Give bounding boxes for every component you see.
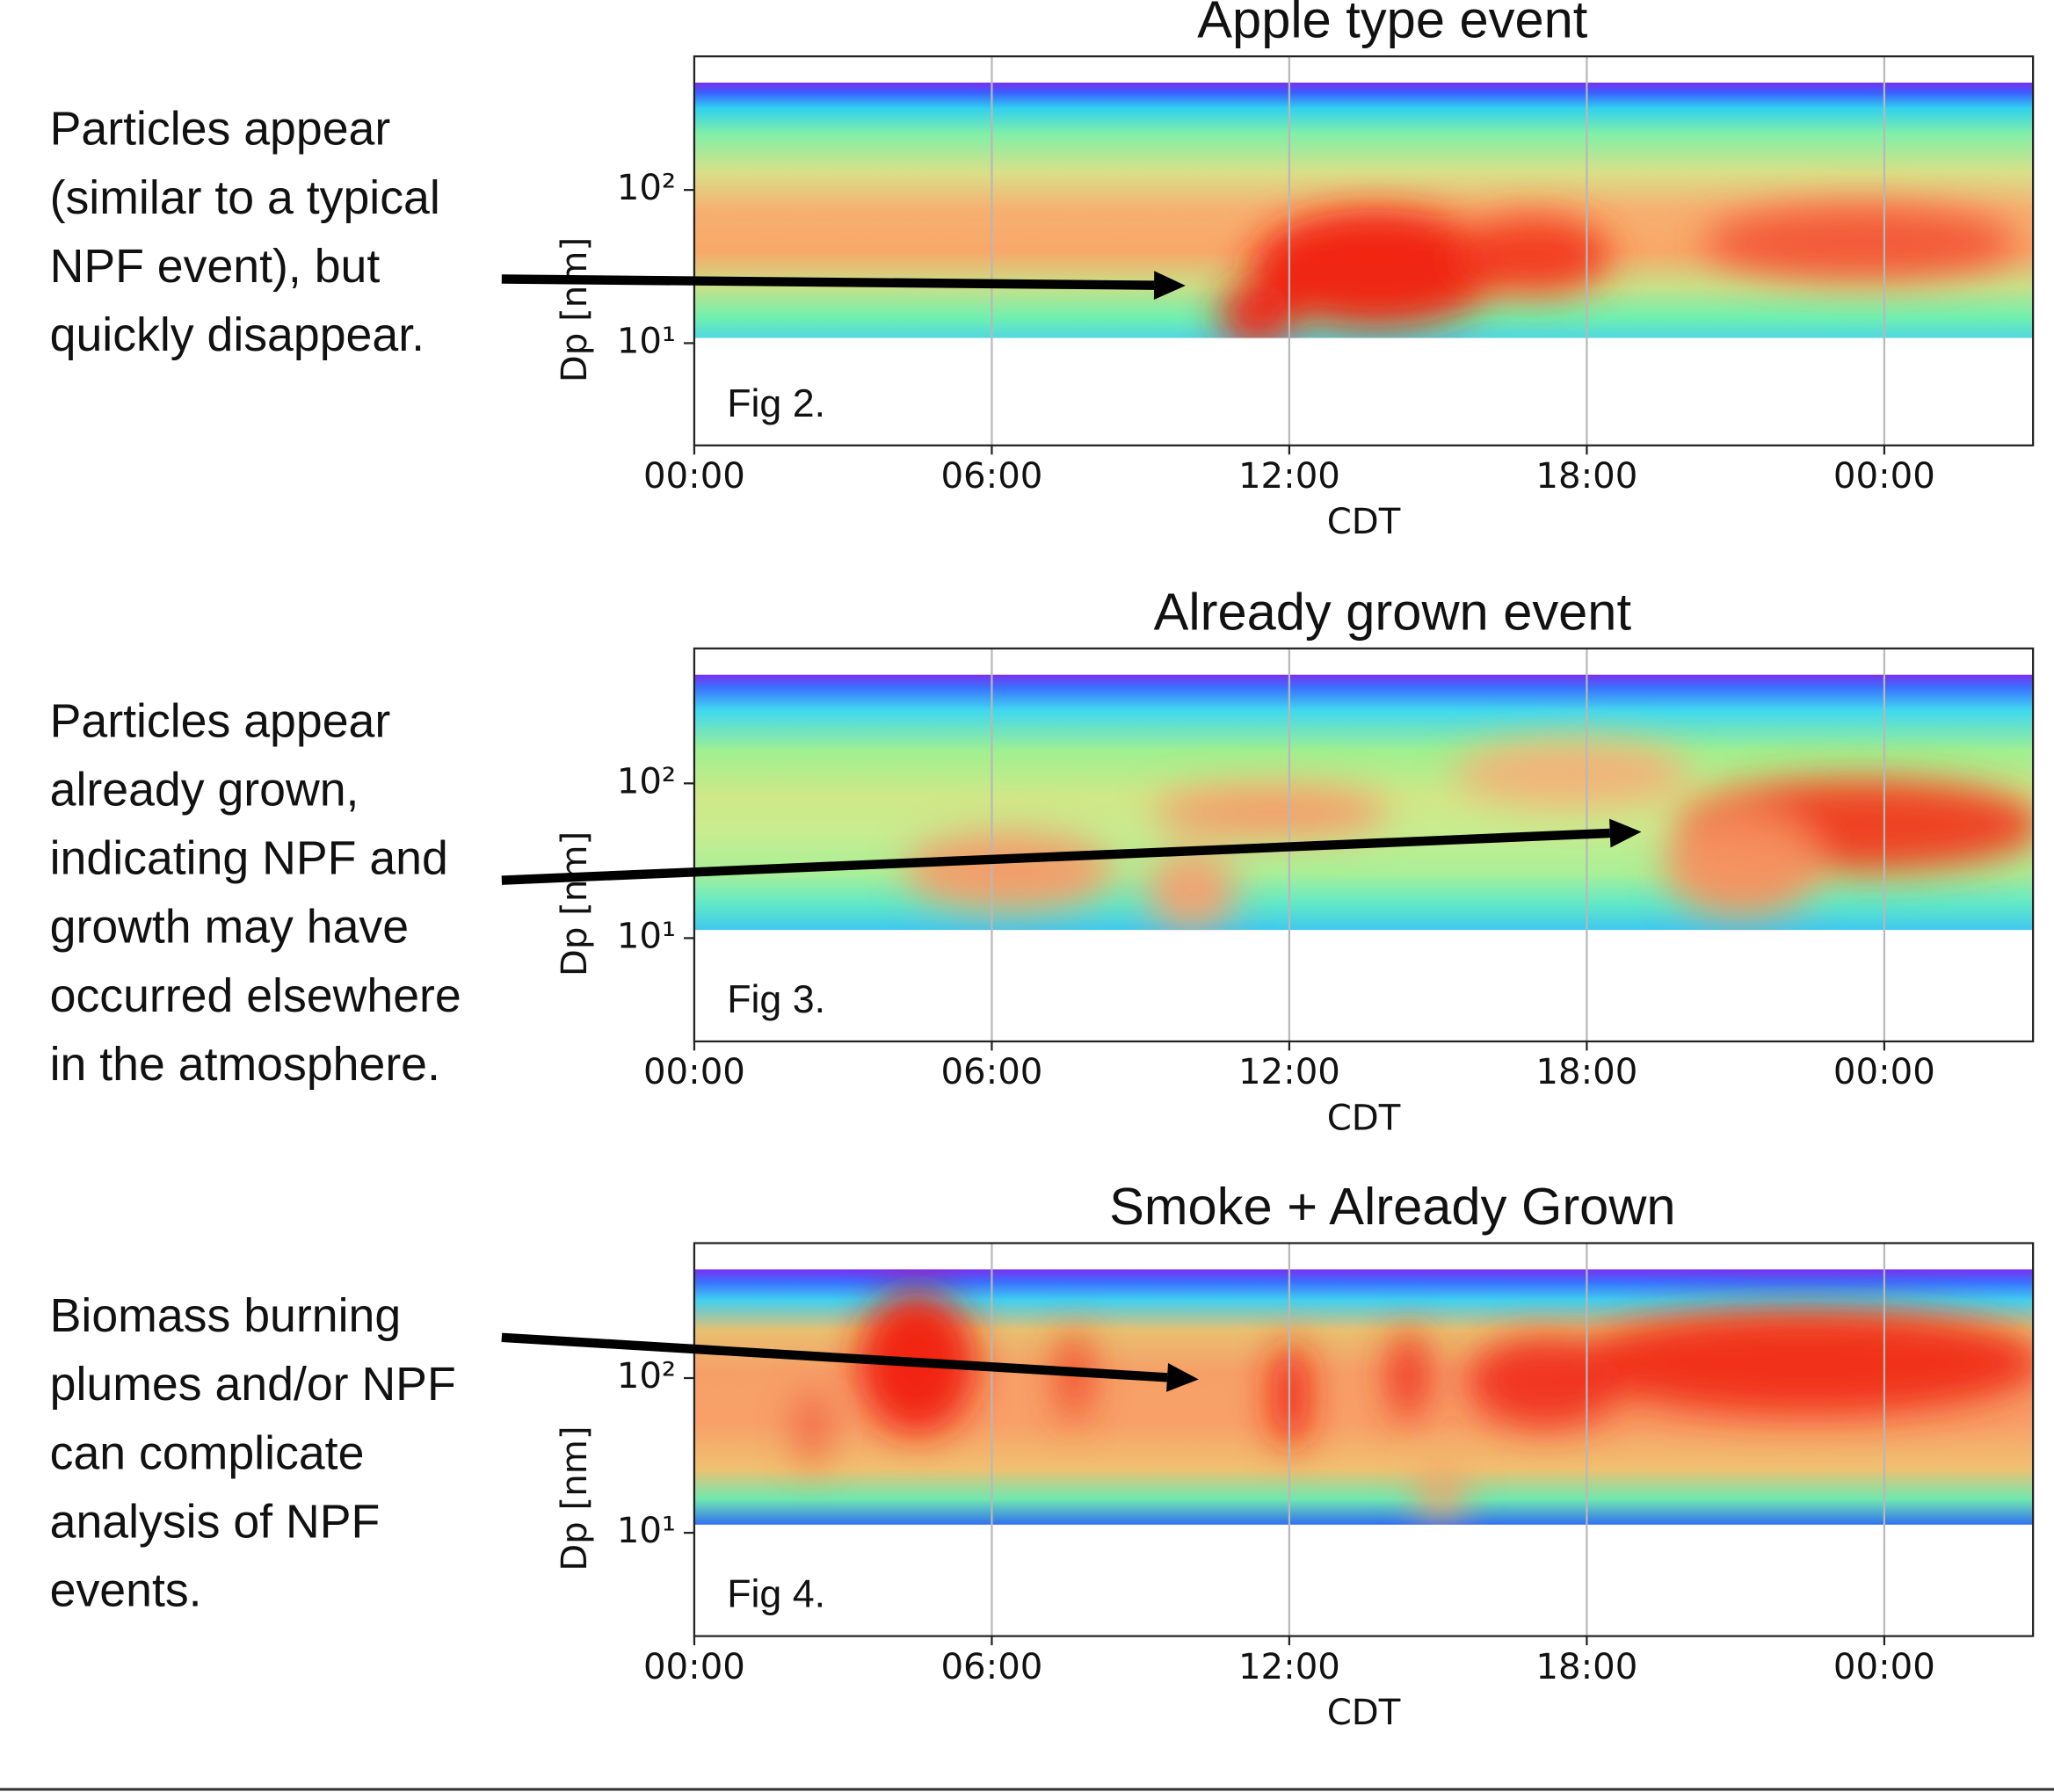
x-axis-label: CDT xyxy=(1327,1098,1401,1138)
heatmap xyxy=(693,674,2034,931)
y-tick-label: 10² xyxy=(617,761,676,802)
heatmap xyxy=(693,1269,2034,1525)
annotation-line: Particles appear xyxy=(50,694,391,747)
x-axis-label: CDT xyxy=(1327,502,1401,542)
axes-frame xyxy=(693,647,2035,1043)
x-tick-label: 00:00 xyxy=(643,1052,745,1092)
x-tick-label: 00:00 xyxy=(643,456,745,497)
x-tick-label: 18:00 xyxy=(1535,456,1637,497)
y-axis-label: Dp [nm] xyxy=(555,1426,595,1571)
heatmap-blobs xyxy=(796,1290,2034,1520)
x-tick-label: 12:00 xyxy=(1238,456,1340,497)
heatmap-blob xyxy=(1414,1467,1468,1520)
annotation-line: plumes and/or NPF xyxy=(50,1358,456,1411)
chart-title: Apple type event xyxy=(1197,0,1588,49)
axes-frame xyxy=(693,1242,2035,1637)
heatmap-blob xyxy=(796,1388,828,1468)
axes-frame xyxy=(693,55,2035,446)
heatmap-blob xyxy=(1467,1336,1625,1428)
heatmap xyxy=(693,82,2034,338)
y-tick-label: 10¹ xyxy=(617,916,676,956)
annotation-line: events. xyxy=(50,1563,202,1616)
arrow-head xyxy=(1166,1362,1199,1392)
panel: 00:00 06:00 12:00 18:00 00:00 10¹ 10² Already g… xyxy=(50,582,2035,1138)
x-tick-label: 06:00 xyxy=(940,1052,1042,1092)
arrow-shaft xyxy=(501,274,1155,290)
x-tick-label: 06:00 xyxy=(940,1647,1042,1687)
annotation-line: can complicate xyxy=(50,1426,365,1479)
x-tick-label: 18:00 xyxy=(1535,1647,1637,1687)
heatmap-blob xyxy=(1571,1310,2034,1415)
figure-label: Fig 3. xyxy=(727,978,825,1021)
y-axis-label: Dp [nm] xyxy=(555,237,595,382)
x-axis-label: CDT xyxy=(1327,1693,1401,1733)
chart-title: Already grown event xyxy=(1154,582,1632,641)
annotation-line: (similar to a typical xyxy=(50,171,440,224)
heatmap-blob xyxy=(1388,1329,1428,1422)
heatmap-blob xyxy=(1454,740,1690,806)
annotation-line: Particles appear xyxy=(50,103,391,156)
arrow-shaft xyxy=(501,828,1610,885)
y-tick-label: 10¹ xyxy=(617,321,676,361)
x-tick-label: 00:00 xyxy=(643,1647,745,1687)
annotation-line: in the atmosphere. xyxy=(50,1038,440,1091)
y-tick-label: 10¹ xyxy=(617,1511,676,1551)
x-tick-label: 00:00 xyxy=(1833,1052,1935,1092)
arrow-head xyxy=(1609,818,1642,848)
annotation-line: indicating NPF and xyxy=(50,832,448,885)
heatmap-blob xyxy=(904,831,1114,911)
heatmap-blobs xyxy=(904,740,2034,931)
x-tick-label: 06:00 xyxy=(940,456,1042,497)
heatmap-blobs xyxy=(1218,206,2018,338)
heatmap-blob xyxy=(1272,1342,1309,1447)
heatmap-blob xyxy=(1251,209,1500,328)
annotation-line: quickly disappear. xyxy=(50,308,425,361)
annotation-line: NPF event), but xyxy=(50,240,381,293)
y-tick-label: 10² xyxy=(617,168,676,208)
annotation-line: analysis of NPF xyxy=(50,1495,381,1548)
heatmap-blob xyxy=(1663,812,1821,918)
x-tick-label: 12:00 xyxy=(1238,1052,1340,1092)
heatmap-blob xyxy=(1152,786,1389,838)
annotation-line: growth may have xyxy=(50,901,409,954)
figure-label: Fig 2. xyxy=(727,382,825,425)
chart-title: Smoke + Already Grown xyxy=(1109,1177,1675,1236)
arrow-head xyxy=(1153,271,1186,301)
y-tick-label: 10² xyxy=(617,1356,676,1397)
heatmap-blob xyxy=(1454,215,1612,295)
panel: 00:00 06:00 12:00 18:00 00:00 10¹ 10² Smoke + A… xyxy=(50,1177,2035,1733)
annotation-line: occurred elsewhere xyxy=(50,969,461,1022)
heatmap-blob xyxy=(1702,206,2018,279)
arrow-shaft xyxy=(501,1332,1168,1382)
x-tick-label: 00:00 xyxy=(1833,456,1935,497)
figure-label: Fig 4. xyxy=(727,1573,825,1616)
y-axis-label: Dp [nm] xyxy=(555,831,595,976)
heatmap-blob xyxy=(1146,851,1238,931)
annotation-line: Biomass burning xyxy=(50,1289,402,1342)
heatmap-blob xyxy=(1218,281,1297,338)
x-tick-label: 18:00 xyxy=(1535,1052,1637,1092)
annotation-line: already grown, xyxy=(50,764,359,816)
x-tick-label: 00:00 xyxy=(1833,1647,1935,1687)
panel: 00:00 06:00 12:00 18:00 00:00 10¹ 10² Apple typ… xyxy=(50,0,2035,542)
x-tick-label: 12:00 xyxy=(1238,1647,1340,1687)
